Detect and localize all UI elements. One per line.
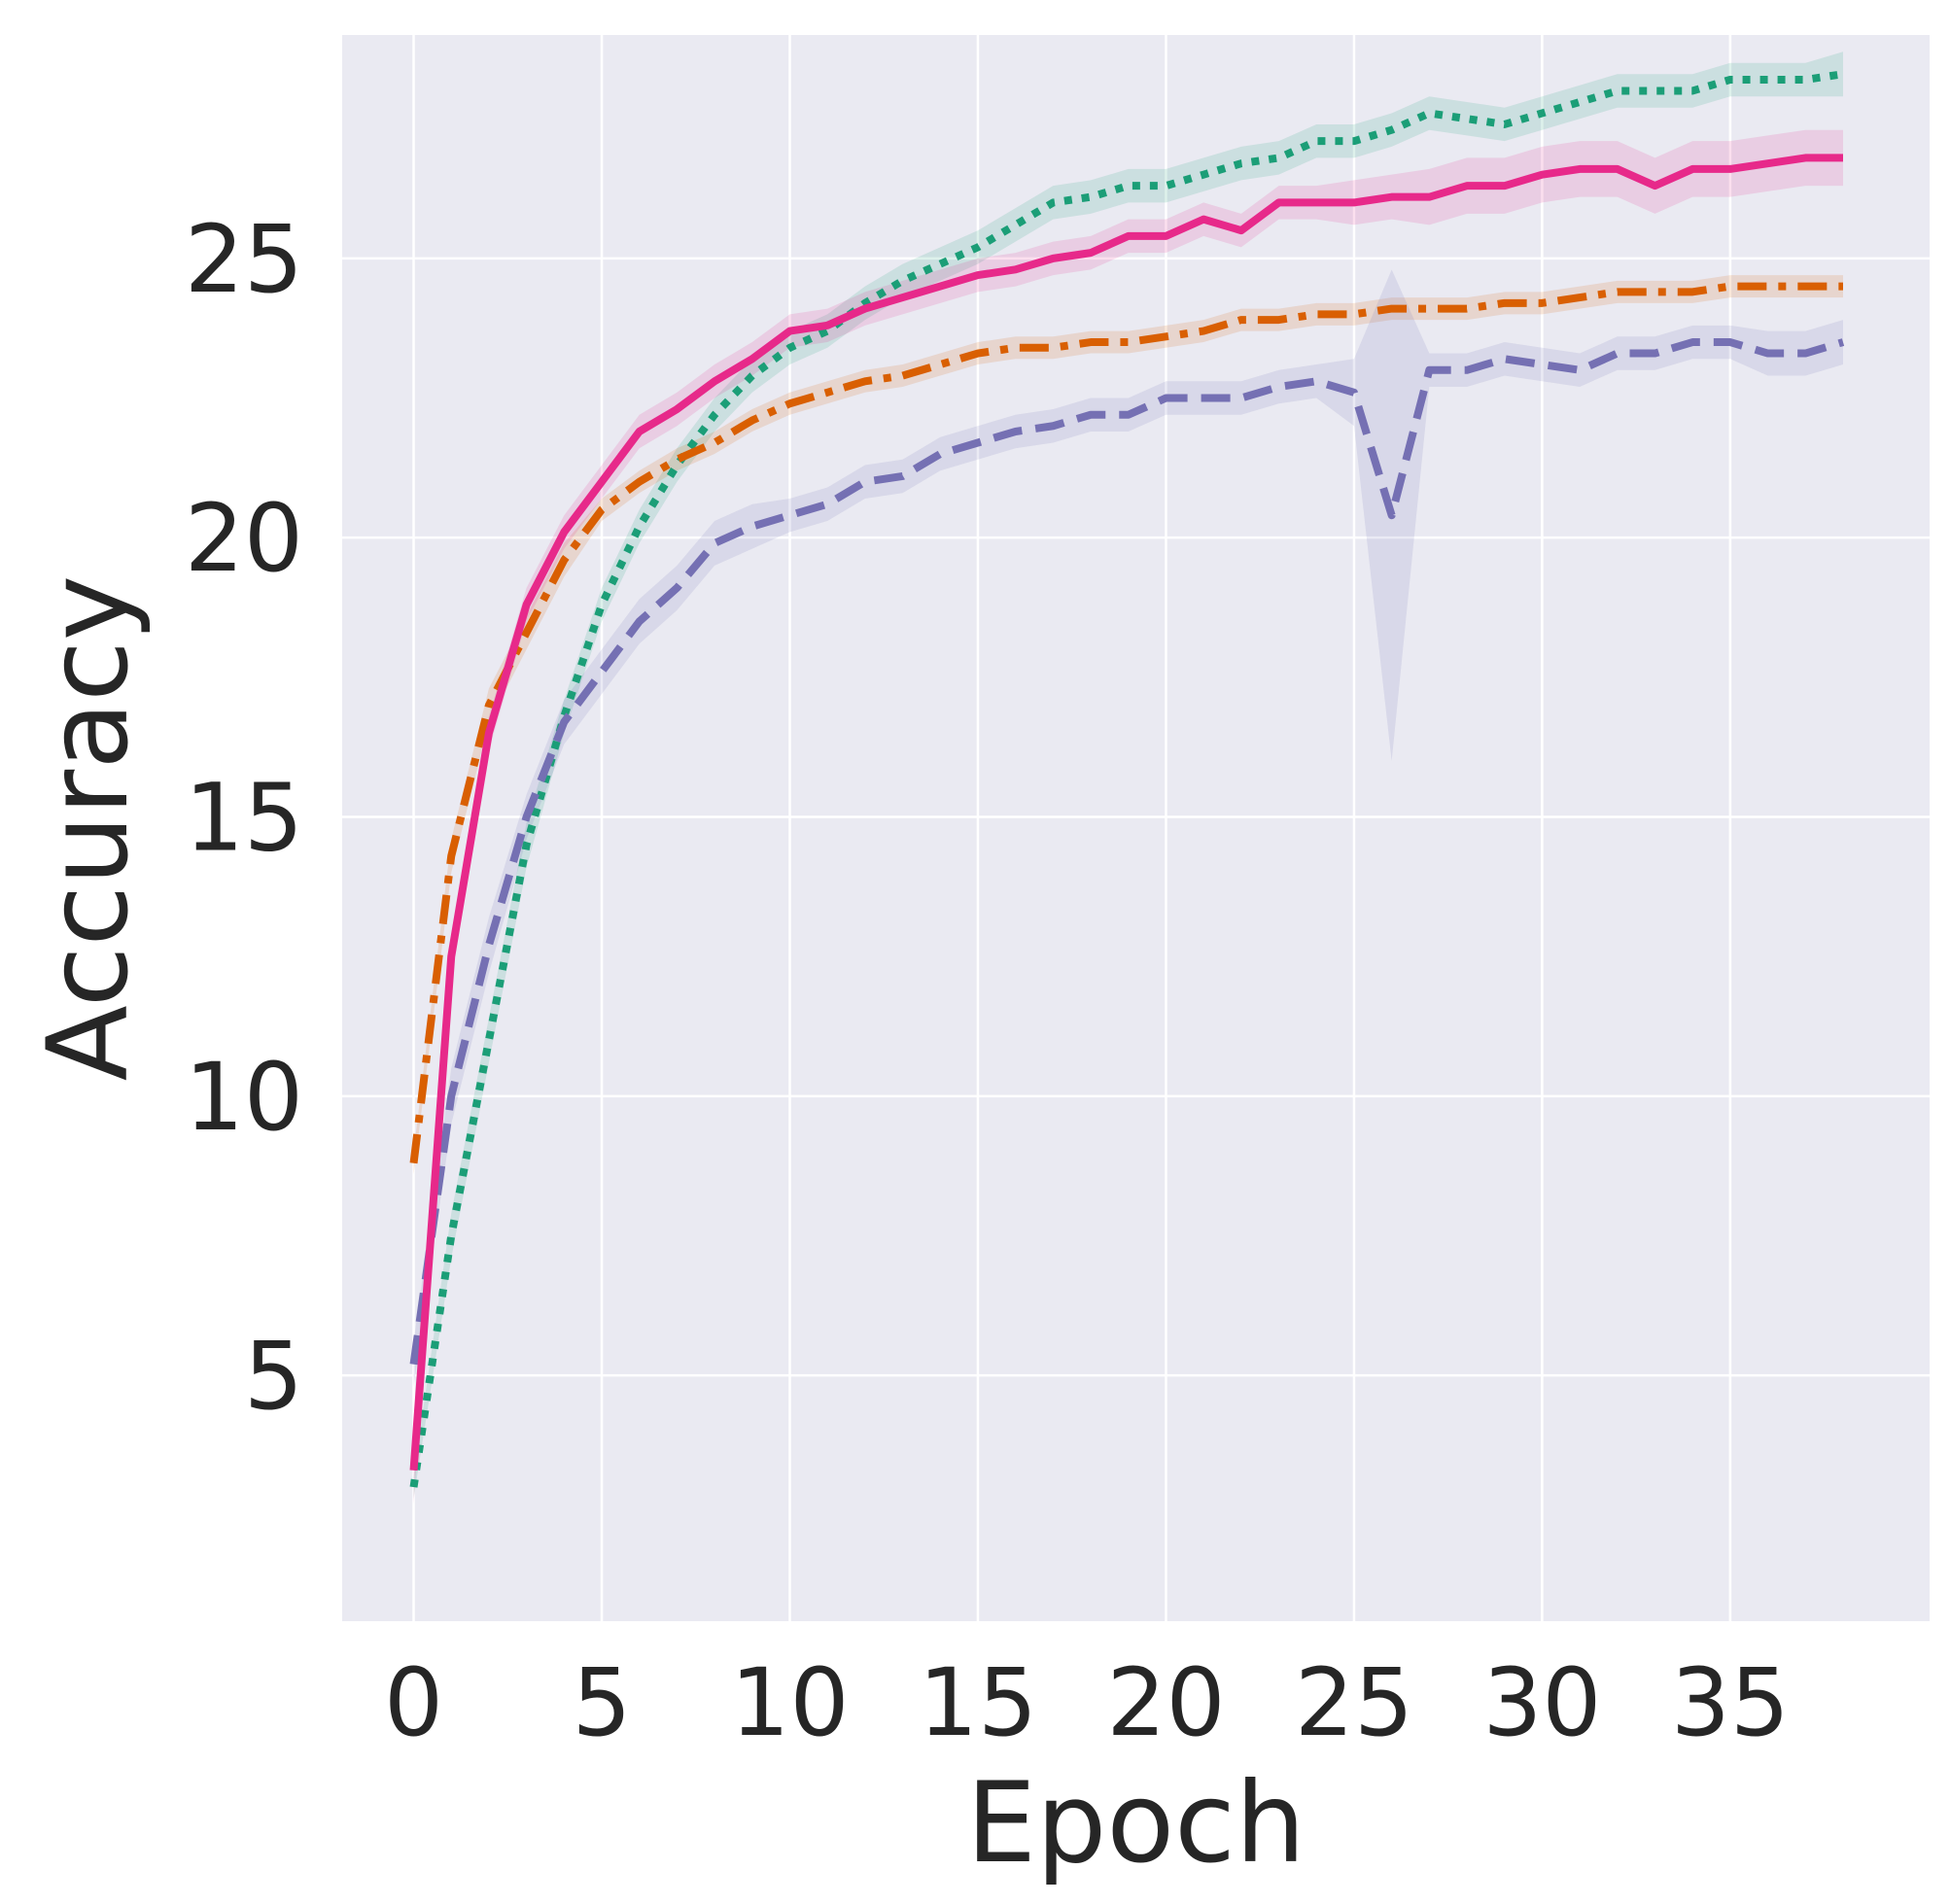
y-tick-label: 10 xyxy=(185,1043,303,1152)
x-tick-label: 15 xyxy=(919,1648,1037,1757)
series-1-line xyxy=(409,70,1844,1488)
grid-lines xyxy=(342,35,1930,1621)
series-4-line xyxy=(409,154,1843,1471)
x-tick-label: 25 xyxy=(1295,1648,1413,1757)
y-tick-label: 15 xyxy=(185,764,303,873)
y-axis-tick-labels: 5 10 15 20 25 xyxy=(185,205,303,1431)
x-tick-label: 5 xyxy=(572,1648,631,1757)
y-tick-label: 20 xyxy=(185,484,303,593)
x-tick-label: 20 xyxy=(1106,1648,1225,1757)
y-axis-title: Accuracy xyxy=(23,575,153,1081)
y-tick-label: 25 xyxy=(185,205,303,314)
x-tick-label: 35 xyxy=(1671,1648,1790,1757)
series-3-line xyxy=(409,338,1845,1366)
series-lines xyxy=(409,70,1845,1488)
plot-background xyxy=(342,35,1930,1621)
x-axis-tick-labels: 0 5 10 15 20 25 30 35 xyxy=(384,1648,1790,1757)
series-2-line xyxy=(409,282,1843,1164)
x-axis-title: Epoch xyxy=(966,1758,1306,1887)
x-tick-label: 30 xyxy=(1482,1648,1601,1757)
x-tick-label: 0 xyxy=(384,1648,443,1757)
y-tick-label: 5 xyxy=(244,1322,303,1431)
x-tick-label: 10 xyxy=(730,1648,849,1757)
